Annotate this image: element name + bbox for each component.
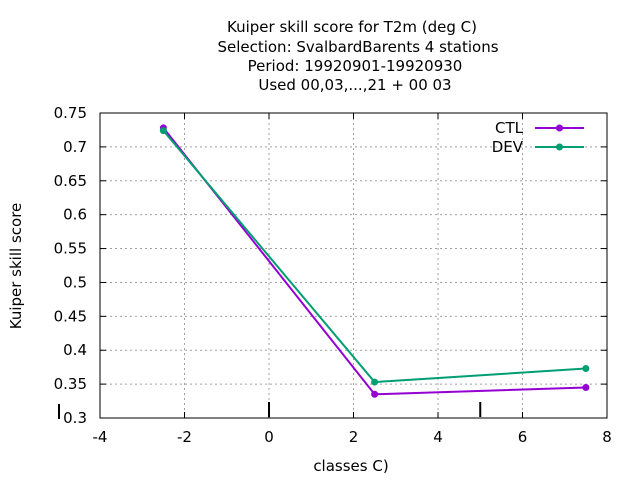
subtitle-period: Period: 19920901-19920930 [248,57,463,75]
x-axis-label: classes C) [313,457,388,475]
x-tick-label: 2 [349,428,359,446]
y-tick-label: 0.55 [54,240,87,258]
y-axis-label: Kuiper skill score [7,203,25,330]
y-tick-label: 0.45 [54,307,87,325]
y-tick-label: 0.7 [63,138,87,156]
data-point-ctl [582,384,590,391]
y-tick-label: 0.35 [54,375,87,393]
axis-ticks: 0.3 0.35 0.4 0.45 0.5 0.55 0.6 0.65 0.7 0.75 -4 -2 0… [54,104,612,446]
subtitle-used: Used 00,03,...,21 + 00 03 [258,76,451,94]
class-marks [58,402,482,419]
grid [100,113,607,418]
y-tick-label: 0.4 [63,341,87,359]
legend-marker-dev [556,143,563,151]
legend-label-dev: DEV [492,138,524,156]
y-tick-label: 0.75 [54,104,87,122]
plot-frame [99,112,608,419]
data-point-dev [371,378,379,386]
y-tick-label: 0.3 [63,409,87,427]
y-tick-label: 0.65 [54,172,87,190]
title-line: Kuiper skill score for T2m (deg C) [227,18,477,36]
data-point-dev [159,127,167,135]
x-tick-label: -4 [93,428,108,446]
data-point-ctl [371,390,379,398]
x-tick-label: 6 [518,428,528,446]
x-tick-label: 8 [602,428,612,446]
subtitle-selection: Selection: SvalbardBarents 4 stations [217,38,498,56]
legend-label-ctl: CTL [495,119,524,137]
legend-marker-ctl [556,124,563,132]
data-point-dev [582,365,590,373]
y-tick-label: 0.5 [63,273,87,291]
x-tick-label: -2 [177,428,192,446]
x-tick-label: 4 [433,428,443,446]
y-tick-label: 0.6 [63,206,87,224]
x-tick-label: 0 [264,428,274,446]
chart-title: Kuiper skill score for T2m (deg C) Selec… [217,18,498,94]
data-series [159,124,590,398]
